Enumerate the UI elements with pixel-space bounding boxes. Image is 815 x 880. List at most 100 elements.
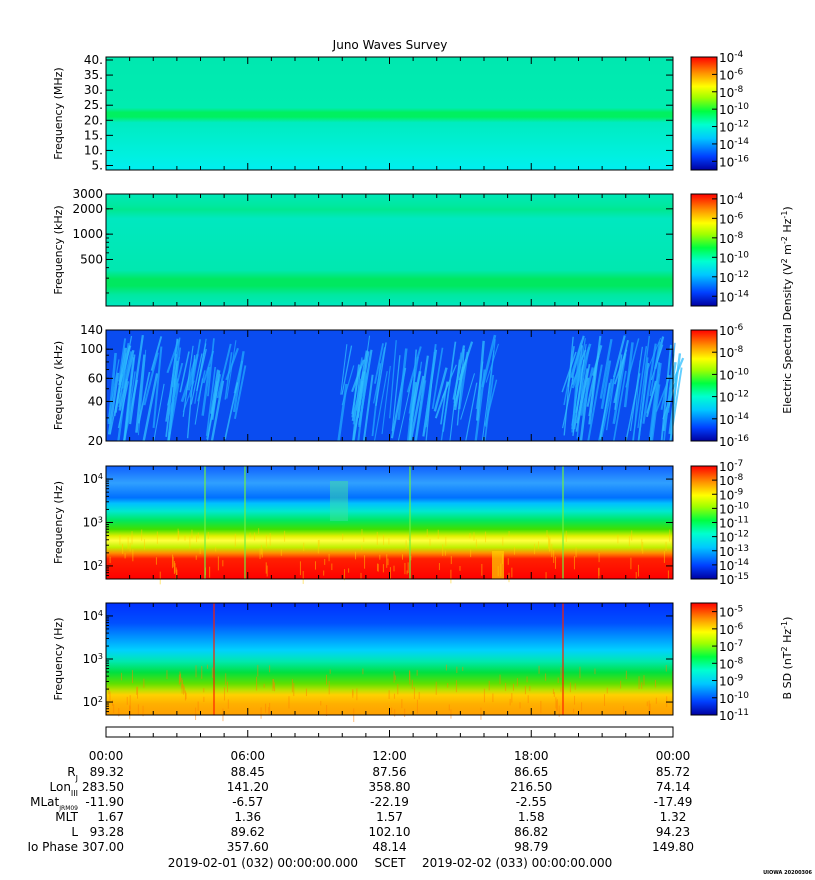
emission-streaks: [107, 334, 685, 442]
ephemeris-value: 102.10: [369, 825, 411, 839]
y-tick-label: 25.: [84, 98, 103, 112]
colorbar-1: 10-4 10-6 10-8 10-10 10-12 10-14 10-16: [690, 50, 749, 171]
ephemeris-value: -6.57: [232, 795, 263, 809]
colorbar-tick-label: 10-6: [719, 211, 744, 226]
colorbar-tick-label: 10-5: [719, 605, 743, 620]
colorbar-tick-label: 10-12: [719, 270, 749, 285]
colorbar-tick-label: 10-14: [719, 412, 749, 427]
colorbar-tick-label: 10-13: [719, 544, 749, 559]
colorbar-tick-label: 10-8: [719, 345, 744, 360]
colorbar-tick-label: 10-10: [719, 102, 749, 117]
colorbar-2: 10-4 10-6 10-8 10-10 10-12 10-14: [690, 192, 749, 307]
ephemeris-value: -11.90: [85, 795, 124, 809]
spectrogram-2: [106, 194, 673, 306]
y-axis-label: Frequency (Hz): [52, 618, 65, 701]
spectrogram-1: [106, 57, 673, 170]
colorbar-tick-label: 10-14: [719, 558, 749, 573]
colorbar-tick-label: 10-9: [719, 487, 744, 502]
ephemeris-value: 357.60: [227, 840, 269, 854]
colorbar-tick-label: 10-6: [719, 67, 744, 82]
colorbar-tick-label: 10-10: [719, 367, 749, 382]
y-tick-label: 104: [83, 608, 103, 623]
y-tick-label: 40: [88, 394, 103, 408]
y-tick-label: 5.: [92, 158, 103, 172]
ephemeris-value: 89.62: [231, 825, 265, 839]
ephemeris-value: 48.14: [372, 840, 406, 854]
y-tick-label: 15.: [84, 128, 103, 142]
ephemeris-value: 88.45: [231, 765, 265, 779]
y-tick-label: 30.: [84, 83, 103, 97]
time-axis: [105, 726, 674, 738]
ephemeris-value: 141.20: [227, 780, 269, 794]
colorbar-tick-label: 10-11: [719, 516, 749, 531]
y-tick-label: 103: [83, 652, 103, 667]
colorbar-tick-label: 10-14: [719, 137, 749, 152]
ephemeris-value: 283.50: [82, 780, 124, 794]
y-tick-label: 20: [88, 434, 103, 448]
colorbar-tick-label: 10-12: [719, 530, 749, 545]
ephemeris-value: 149.80: [652, 840, 694, 854]
colorbar-3: 10-6 10-8 10-10 10-12 10-14 10-16: [690, 323, 749, 449]
y-tick-label: 2000: [72, 202, 103, 216]
y-tick-label: 102: [83, 695, 103, 710]
colorbar-tick-label: 10-12: [719, 390, 749, 405]
ephemeris-value: 93.28: [90, 825, 124, 839]
panel-5: 102 103 104 Frequency (Hz): [52, 602, 674, 722]
ephemeris-row-label: LonIII: [50, 780, 79, 798]
time-label: 00:00: [89, 749, 124, 763]
y-tick-label: 104: [83, 472, 103, 487]
colorbar-tick-label: 10-6: [719, 323, 744, 338]
colorbar-tick-label: 10-8: [719, 473, 744, 488]
colorbar-tick-label: 10-7: [719, 639, 743, 654]
ephemeris-row-label: RJ: [67, 765, 78, 783]
colorbar-tick-label: 10-4: [719, 50, 744, 65]
colorbar-tick-label: 10-16: [719, 154, 749, 169]
y-tick-label: 100: [80, 342, 103, 356]
ephemeris-value: 94.23: [656, 825, 690, 839]
colorbar-tick-label: 10-11: [719, 708, 749, 723]
y-tick-label: 40.: [84, 53, 103, 67]
y-tick-label: 60: [88, 371, 103, 385]
colorbar-tick-label: 10-8: [719, 656, 744, 671]
y-tick-label: 1000: [72, 227, 103, 241]
time-label: 06:00: [230, 749, 265, 763]
ephemeris-value: 89.32: [90, 765, 124, 779]
colorbar-tick-label: 10-9: [719, 674, 744, 689]
colorbar-tick-label: 10-8: [719, 231, 744, 246]
y-tick-label: 3000: [72, 187, 103, 201]
time-label: 12:00: [372, 749, 407, 763]
spectral-texture-4: [105, 466, 673, 585]
panel-3: 20 40 60 100 140 Frequency (kHz): [52, 323, 685, 448]
ephemeris-value: 1.58: [518, 810, 545, 824]
colorbar-tick-label: 10-10: [719, 250, 749, 265]
time-range-start: 2019-02-01 (032) 00:00:00.000: [168, 856, 358, 870]
colorbar-tick-label: 10-15: [719, 572, 749, 587]
colorbar-4: 10-710-810-910-1010-1110-1210-1310-1410-…: [690, 459, 749, 587]
ephemeris-value: 216.50: [510, 780, 552, 794]
magnetic-density-label: B SD (nT2 Hz-1): [780, 617, 795, 700]
footer-tag: UIOWA 20200306: [763, 870, 812, 876]
y-axis-label: Frequency (MHz): [52, 67, 65, 159]
spectrogram-4: [106, 466, 673, 579]
ephemeris-row-label: MLT: [55, 810, 78, 824]
colorbar-tick-label: 10-7: [719, 459, 743, 474]
panel-4: 102 103 104 Frequency (Hz): [52, 465, 674, 585]
ephemeris-value: 85.72: [656, 765, 690, 779]
ephemeris-value: -17.49: [654, 795, 693, 809]
figure-title: Juno Waves Survey: [332, 38, 448, 52]
time-range-end: 2019-02-02 (033) 00:00:00.000: [422, 856, 612, 870]
y-tick-label: 102: [83, 558, 103, 573]
colorbar-tick-label: 10-6: [719, 622, 744, 637]
colorbar-tick-label: 10-16: [719, 434, 749, 449]
ephemeris-value: 1.67: [97, 810, 124, 824]
colorbar-tick-label: 10-10: [719, 691, 749, 706]
y-tick-label: 10.: [84, 143, 103, 157]
colorbar-tick-label: 10-12: [719, 120, 749, 135]
ephemeris-table: 00:00 06:00 12:00 18:00 00:00 RJ 89.32 88.45 87.…: [27, 749, 694, 854]
y-tick-label: 500: [80, 252, 103, 266]
ephemeris-value: 1.57: [376, 810, 403, 824]
ephemeris-value: 358.80: [369, 780, 411, 794]
y-axis-label: Frequency (Hz): [52, 481, 65, 564]
